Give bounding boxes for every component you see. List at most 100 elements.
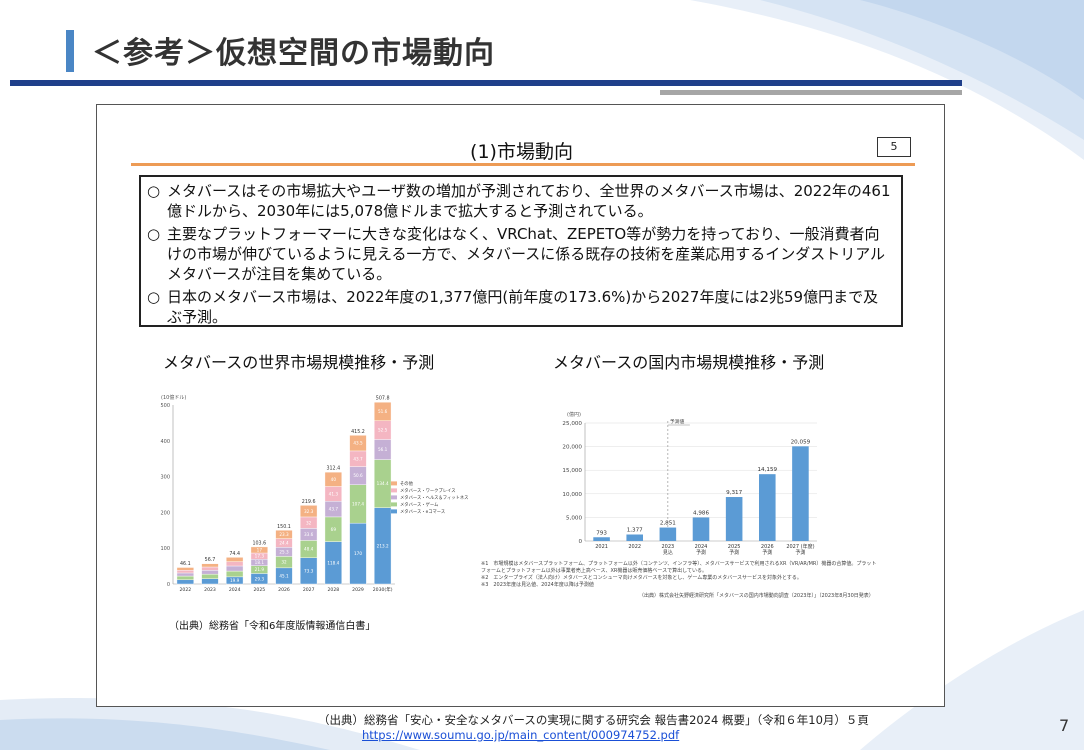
- legend-label: メタバース・ワークプレイス: [400, 487, 456, 494]
- bar-segment: [176, 567, 194, 571]
- segment-label: 25.3: [279, 549, 289, 554]
- bullet-text: 主要なプラットフォーマーに大きな変化はなく、VRChat、ZEPETO等が勢力を…: [167, 225, 886, 283]
- segment-label: 73.3: [304, 568, 314, 573]
- segment-label: 51.6: [378, 409, 388, 414]
- legend-label: メタバース・ヘルス＆フィットネス: [400, 494, 468, 501]
- bar-segment: [324, 471, 342, 487]
- total-label: 56.7: [205, 557, 216, 563]
- summary-bullet: ○ 日本のメタバース市場は、2022年度の1,377億円(前年度の173.6%)…: [147, 287, 893, 327]
- y-tick-label: 300: [160, 475, 170, 481]
- segment-label: 40: [331, 477, 337, 482]
- japan-market-chart: (億円) 0 5,000 10,000 15,000 20,000 25,000 予測値 793…: [562, 411, 817, 556]
- x-tick-label: 2024: [695, 544, 708, 550]
- segment-label: 32: [281, 560, 287, 565]
- value-label: 14,159: [757, 467, 777, 473]
- bar-segment: [201, 578, 219, 585]
- total-label: 415.2: [351, 429, 365, 435]
- y-tick-label: 5,000: [566, 515, 582, 521]
- segment-label: 23.3: [279, 532, 289, 537]
- bar-segment: [226, 557, 244, 562]
- segment-label: 32: [306, 520, 312, 525]
- segment-label: 43.7: [353, 456, 363, 461]
- total-label: 103.6: [252, 540, 266, 546]
- summary-box: ○ メタバースはその市場拡大やユーザ数の増加が予測されており、全世界のメタバース…: [139, 175, 903, 327]
- y-tick-label: 100: [160, 546, 170, 552]
- bar-segment: [176, 579, 194, 585]
- footer-source: （出典）総務省「安心・安全なメタバースの実現に関する研究会 報告書2024 概要…: [318, 713, 869, 727]
- legend-swatch: [391, 495, 397, 500]
- segment-label: 107.4: [352, 502, 364, 507]
- y-tick-label: 20,000: [562, 445, 582, 451]
- bar-segment: [374, 402, 392, 421]
- x-tick-label: 2027 (年度): [786, 543, 814, 550]
- total-label: 150.1: [277, 524, 291, 530]
- note-line: ※1 市場規模はメタバースプラットフォーム、プラットフォーム以外（コンテンツ、イ…: [481, 561, 877, 574]
- title-accent-bar: [66, 30, 74, 72]
- x-tick-label: 2021: [595, 544, 608, 550]
- legend-swatch: [391, 502, 397, 507]
- y-tick-label: 0: [167, 582, 170, 588]
- y-tick-label: 10,000: [562, 492, 582, 498]
- title-underline: [10, 80, 962, 86]
- legend-swatch: [391, 488, 397, 493]
- japan-chart-notes: ※1 市場規模はメタバースプラットフォーム、プラットフォーム以外（コンテンツ、イ…: [481, 561, 881, 589]
- x-tick-label: 2028: [327, 587, 339, 593]
- segment-label: 17: [257, 548, 263, 553]
- content-panel: (1)市場動向 5 ○ メタバースはその市場拡大やユーザ数の増加が予測されており…: [96, 104, 945, 707]
- segment-label: 45.1: [279, 574, 289, 579]
- y-unit-label: (億円): [567, 411, 581, 418]
- x-tick-label: 2026: [761, 544, 774, 550]
- page-title: ＜参考＞仮想空間の市場動向: [92, 36, 495, 71]
- segment-label: 43.5: [353, 441, 363, 446]
- segment-label: 24.4: [279, 541, 289, 546]
- x-tick-label: 2027: [303, 587, 315, 593]
- value-label: 20,059: [791, 439, 811, 445]
- bar-segment: [226, 561, 244, 567]
- world-chart-title: メタバースの世界市場規模推移・予測: [163, 353, 435, 372]
- bar: [792, 446, 809, 541]
- footer-source-link[interactable]: https://www.soumu.go.jp/main_content/000…: [362, 728, 680, 742]
- y-tick-label: 25,000: [562, 421, 582, 427]
- segment-label: 43.7: [329, 507, 339, 512]
- x-tick-label: 2022: [179, 587, 191, 593]
- note-line: ※3 2023年度は見込値、2024年度以降は予測値: [481, 582, 594, 588]
- summary-bullet: ○ メタバースはその市場拡大やユーザ数の増加が予測されており、全世界のメタバース…: [147, 181, 893, 221]
- japan-chart-source: （出典）株式会社矢野経済研究所「メタバースの国内市場動向調査（2023年）」（2…: [639, 593, 874, 599]
- segment-label: 134.4: [377, 481, 389, 486]
- x-tick-label: 2022: [628, 544, 641, 550]
- legend-label: その他: [400, 480, 414, 487]
- segment-label: 19.9: [230, 578, 240, 583]
- x-tick-label: 予測: [729, 549, 739, 556]
- legend-swatch: [391, 509, 397, 514]
- segment-label: 52.5: [378, 428, 388, 433]
- summary-bullet: ○ 主要なプラットフォーマーに大きな変化はなく、VRChat、ZEPETO等が勢…: [147, 224, 893, 284]
- x-tick-label: 2023: [661, 544, 674, 550]
- value-label: 4,986: [693, 510, 709, 516]
- x-tick-label: 予測: [795, 549, 805, 556]
- bar-segment: [176, 575, 194, 581]
- bar: [759, 474, 776, 541]
- subtitle-underline: [131, 163, 915, 166]
- x-tick-label: 2024: [229, 587, 241, 593]
- x-tick-label: 2026: [278, 587, 290, 593]
- segment-label: 33.6: [304, 532, 314, 537]
- total-label: 312.4: [326, 466, 340, 472]
- japan-chart-title: メタバースの国内市場規模推移・予測: [553, 353, 825, 372]
- title-underline-gray: [660, 90, 962, 95]
- bar-segment: [349, 435, 367, 452]
- x-tick-label: 見込: [663, 549, 673, 556]
- bar-segment: [275, 530, 293, 539]
- bar: [626, 534, 643, 541]
- x-tick-label: 2029: [352, 587, 364, 593]
- legend-swatch: [391, 481, 397, 486]
- bar-segment: [300, 505, 318, 518]
- bar-segment: [201, 563, 219, 568]
- legend-label: メタバース・eコマース: [400, 508, 445, 515]
- x-tick-label: 予測: [762, 549, 772, 556]
- segment-label: 29.3: [255, 576, 265, 581]
- bar-segment: [226, 570, 244, 578]
- world-market-chart: (10億ドル) 0 100 200 300 400 500 46.1 2022 56.7 2023 1…: [160, 394, 468, 593]
- segment-label: 170: [354, 551, 362, 556]
- total-label: 507.8: [376, 396, 390, 402]
- total-label: 219.6: [302, 499, 316, 505]
